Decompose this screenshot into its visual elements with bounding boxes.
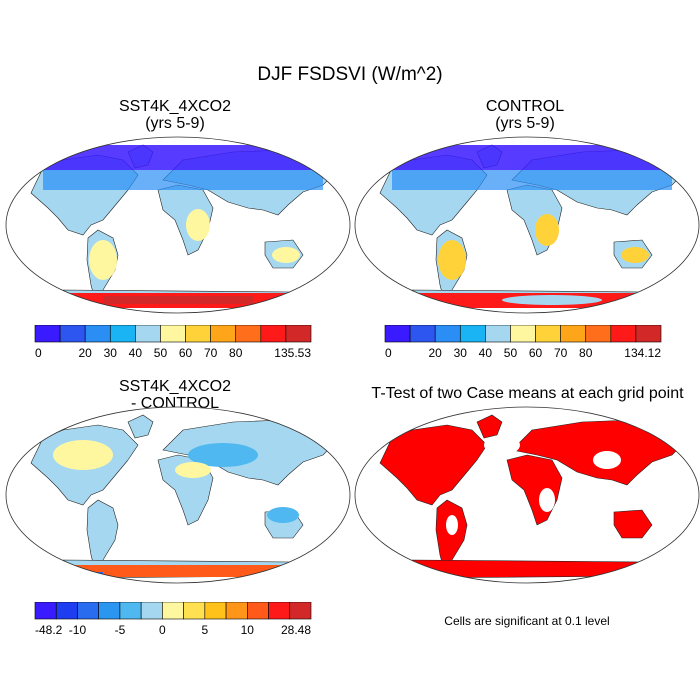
colorbar-tick-label: 134.12: [624, 346, 661, 360]
colorbar-cell: [235, 325, 262, 343]
colorbar-tick-label: 0: [35, 346, 42, 360]
colorbar-cell: [162, 602, 184, 620]
colorbar-tr: 0 20 30 40 50 60 70 80 134.12: [384, 325, 662, 360]
panel-subtitle: (yrs 5-9): [145, 115, 205, 132]
colorbar-cell: [77, 602, 99, 620]
map-ttest: [354, 406, 700, 584]
colorbar-cell: [247, 602, 269, 620]
colorbar-tick-label: 20: [429, 346, 443, 360]
colorbar-tick-label: -10: [69, 623, 87, 637]
colorbar-cell: [140, 602, 163, 620]
map-sst4k: [5, 136, 351, 314]
colorbar-cell: [160, 325, 186, 343]
colorbar-tick-label: 30: [104, 346, 118, 360]
colorbar-cell: [289, 602, 312, 620]
colorbar-cell: [485, 325, 511, 343]
colorbar-cell: [84, 325, 111, 343]
colorbar-tick-label: 135.53: [274, 346, 311, 360]
colorbar-cell: [260, 325, 287, 343]
colorbar-cell: [610, 325, 637, 343]
colorbar-tick-label: 0: [159, 623, 166, 637]
colorbar-cell: [34, 602, 57, 620]
colorbar-cell: [510, 325, 536, 343]
colorbar-cell: [55, 602, 78, 620]
main-title: DJF FSDSVI (W/m^2): [257, 64, 443, 85]
colorbar-cell: [459, 325, 486, 343]
colorbar-cell: [585, 325, 612, 343]
colorbar-tick-label: 70: [554, 346, 568, 360]
panel-title: CONTROL: [485, 98, 565, 115]
colorbar-cell: [535, 325, 561, 343]
map-control: [354, 136, 700, 314]
colorbar-tick-label: 50: [154, 346, 168, 360]
colorbar-tick-label: 80: [579, 346, 593, 360]
colorbar-tick-label: 60: [179, 346, 193, 360]
colorbar-cell: [135, 325, 161, 343]
panel-title-tr: CONTROL (yrs 5-9): [390, 98, 660, 132]
colorbar-tick-label: -5: [115, 623, 126, 637]
colorbar-cell: [560, 325, 587, 343]
colorbar-tick-label: 28.48: [281, 623, 311, 637]
panel-title: SST4K_4XCO2: [118, 98, 232, 115]
colorbar-cell: [204, 602, 227, 620]
colorbar-tick-label: -48.2: [35, 623, 63, 637]
colorbar-cell: [98, 602, 121, 620]
colorbar-bl: -48.2 -10 -5 0 5 10 28.48: [34, 602, 312, 637]
colorbar-tick-label: 40: [479, 346, 493, 360]
colorbar-cell: [268, 602, 291, 620]
colorbar-tick-label: 60: [529, 346, 543, 360]
panel-title-tl: SST4K_4XCO2 (yrs 5-9): [40, 98, 310, 132]
colorbar-tick-label: 20: [79, 346, 93, 360]
colorbar-cell: [59, 325, 86, 343]
colorbar-cell: [384, 325, 411, 343]
colorbar-cell: [434, 325, 461, 343]
panel-title-br: T-Test of two Case means at each grid po…: [355, 385, 700, 402]
colorbar-tick-label: 0: [385, 346, 392, 360]
colorbar-tick-label: 50: [504, 346, 518, 360]
colorbar-cell: [109, 325, 136, 343]
colorbar-cell: [119, 602, 142, 620]
colorbar-cell: [285, 325, 312, 343]
colorbar-tick-label: 10: [241, 623, 255, 637]
colorbar-cell: [34, 325, 61, 343]
colorbar-tick-label: 30: [454, 346, 468, 360]
colorbar-tick-label: 5: [202, 623, 209, 637]
colorbar-cell: [409, 325, 436, 343]
colorbar-tick-label: 80: [229, 346, 243, 360]
panel-title: SST4K_4XCO2: [118, 378, 232, 395]
colorbar-tick-label: 40: [129, 346, 143, 360]
colorbar-tl: 0 20 30 40 50 60 70 80 135.53: [34, 325, 312, 360]
map-difference: [5, 406, 351, 584]
colorbar-cell: [225, 602, 248, 620]
colorbar-cell: [635, 325, 662, 343]
panel-title: T-Test of two Case means at each grid po…: [371, 385, 684, 402]
significance-note: Cells are significant at 0.1 level: [444, 614, 610, 628]
colorbar-cell: [185, 325, 211, 343]
panel-subtitle: (yrs 5-9): [495, 115, 555, 132]
colorbar-cell: [183, 602, 206, 620]
colorbar-tick-label: 70: [204, 346, 218, 360]
colorbar-cell: [210, 325, 237, 343]
